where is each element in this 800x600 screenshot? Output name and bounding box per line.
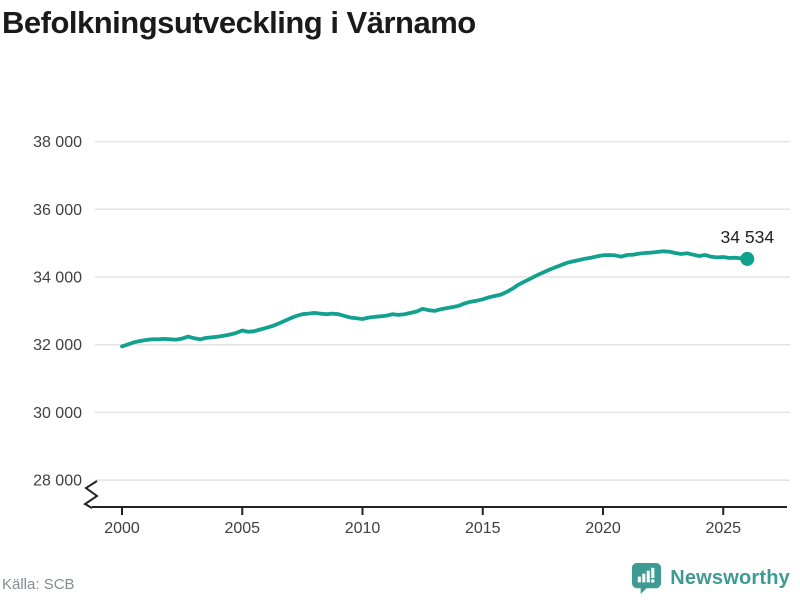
brand-name: Newsworthy [670,567,790,589]
x-tick-label: 2010 [345,520,381,537]
axis-break-icon [83,480,99,509]
y-tick-label: 32 000 [33,337,82,354]
bar-chart-speech-pin-icon [632,563,662,594]
x-tick-label: 2025 [705,520,741,537]
x-tick-label: 2005 [224,520,260,537]
chart-title: Befolkningsutveckling i Värnamo [2,5,476,40]
end-point-dot [740,251,755,266]
source-label: Källa: SCB [2,576,75,593]
y-tick-label: 36 000 [33,202,82,219]
x-tick-label: 2020 [585,520,621,537]
y-tick-label: 28 000 [33,473,82,490]
y-tick-label: 30 000 [33,405,82,422]
y-tick-label: 38 000 [33,134,82,151]
x-tick-label: 2015 [465,520,501,537]
x-tick-label: 2000 [104,520,140,537]
end-value-label: 34 534 [721,227,775,247]
newsworthy-brand[interactable]: Newsworthy [631,562,790,595]
y-tick-label: 34 000 [33,270,82,287]
population-line [120,249,750,349]
